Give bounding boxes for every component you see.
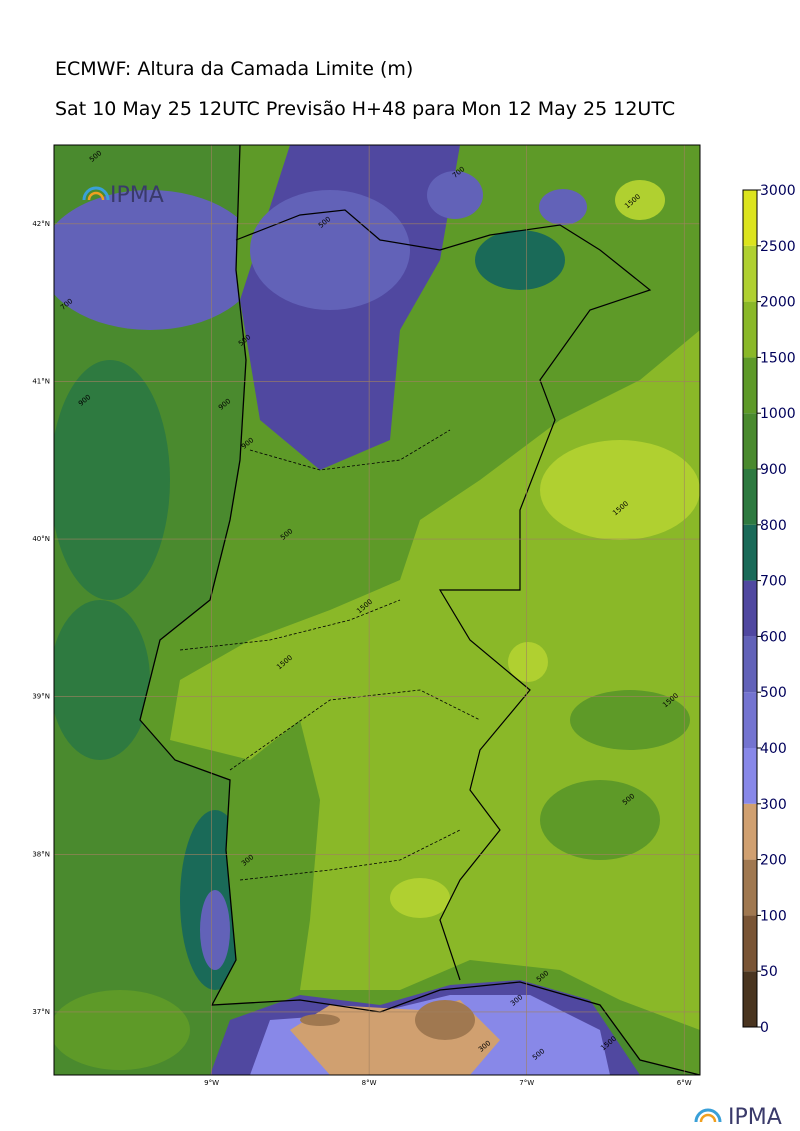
colorbar-label: 500 — [760, 685, 787, 701]
lon-label: 9°W — [204, 1079, 219, 1087]
colorbar-segment — [743, 357, 757, 414]
title: ECMWF: Altura da Camada Limite (m) — [55, 58, 413, 80]
map-frame — [53, 144, 701, 1076]
colorbar-label: 2000 — [760, 295, 796, 311]
colorbar-segment — [743, 524, 757, 581]
colorbar-segment — [743, 413, 757, 469]
colorbar: 0 50 100 200 300 400 500 600 700 800 900 1000 1500 20… — [742, 183, 796, 1036]
colorbar-segment — [743, 301, 757, 358]
colorbar-segment — [743, 748, 757, 804]
lat-label: 41°N — [32, 377, 50, 385]
subtitle: Sat 10 May 25 12UTC Previsão H+48 para M… — [55, 98, 675, 120]
colorbar-label: 1000 — [760, 406, 796, 422]
graticule: 42°N 41°N 40°N 39°N 38°N 37°N 9°W 8°W 7°W 6°W — [32, 145, 700, 1087]
colorbar-segment — [743, 971, 757, 1027]
colorbar-segment — [743, 692, 757, 748]
colorbar-segment — [743, 803, 757, 860]
lat-label: 42°N — [32, 220, 50, 228]
colorbar-segment — [743, 859, 757, 916]
lat-label: 38°N — [32, 850, 50, 858]
colorbar-frame — [742, 189, 758, 1028]
colorbar-segment — [743, 190, 757, 246]
colorbar-label: 100 — [760, 908, 787, 924]
colorbar-label: 300 — [760, 797, 787, 813]
colorbar-label: 200 — [760, 853, 787, 869]
lat-label: 37°N — [32, 1008, 50, 1016]
colorbar-label: 600 — [760, 629, 787, 645]
logo-text: IPMA — [110, 183, 164, 208]
colorbar-segment — [743, 245, 757, 302]
colorbar-label: 800 — [760, 518, 787, 534]
colorbar-label: 700 — [760, 574, 787, 590]
colorbar-segment — [743, 915, 757, 972]
lon-label: 8°W — [362, 1079, 377, 1087]
logo-top: IPMA — [82, 183, 164, 208]
colorbar-segment — [743, 469, 757, 525]
colorbar-label: 3000 — [760, 183, 796, 199]
colorbar-label: 1500 — [760, 350, 796, 366]
lat-label: 39°N — [32, 693, 50, 701]
colorbar-label: 2500 — [760, 239, 796, 255]
field — [54, 145, 700, 1075]
colorbar-label: 900 — [760, 462, 787, 478]
lat-label: 40°N — [32, 535, 50, 543]
logo-text: IPMA — [728, 1105, 782, 1130]
lon-label: 7°W — [519, 1079, 534, 1087]
logo-bottom: IPMA — [694, 1105, 782, 1130]
colorbar-label: 400 — [760, 741, 787, 757]
lon-label: 6°W — [677, 1079, 692, 1087]
colorbar-segment — [743, 580, 757, 637]
colorbar-segment — [743, 636, 757, 693]
colorbar-label: 0 — [760, 1020, 769, 1036]
colorbar-label: 50 — [760, 964, 778, 980]
